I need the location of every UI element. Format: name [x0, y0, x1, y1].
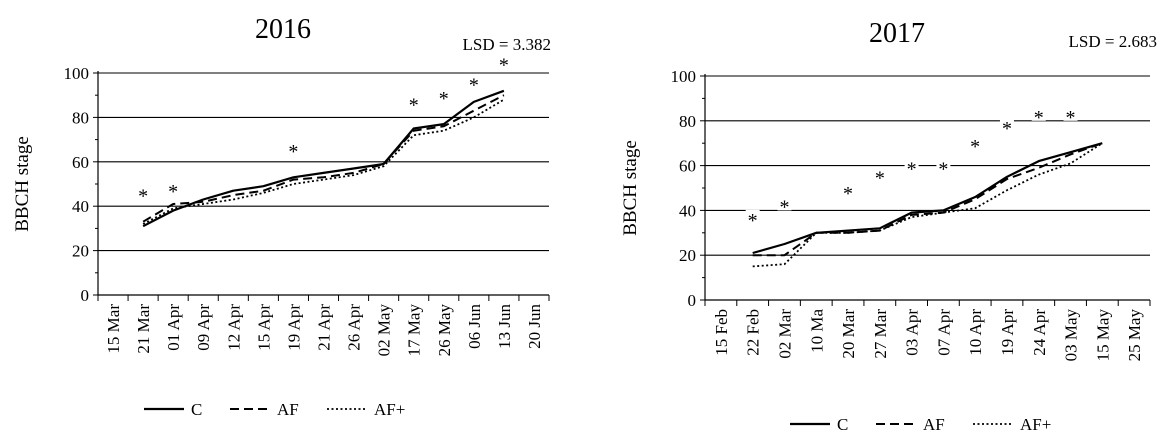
significance-backdrop	[466, 74, 481, 89]
x-tick-label: 03 Apr	[903, 309, 922, 356]
series-line-c	[142, 89, 505, 228]
x-tick-label: 07 Apr	[934, 309, 953, 356]
y-tick-label: 60	[72, 153, 89, 172]
series-line-af	[752, 142, 1103, 257]
y-tick-label: 0	[81, 286, 90, 305]
y-tick-label: 80	[72, 108, 89, 127]
x-tick-label: 22 Feb	[744, 309, 763, 356]
significance-backdrop	[1063, 106, 1078, 121]
x-tick-label: 01 Apr	[164, 304, 183, 351]
x-tick-label: 17 May	[405, 304, 424, 357]
significance-marker: *	[1034, 107, 1044, 129]
y-tick-label: 100	[671, 67, 697, 86]
x-tick-label: 06 Jun	[465, 304, 484, 349]
chart-title: 2017	[869, 18, 925, 49]
chart-1: 2017 LSD = 2.683 0 20 40 60 80 100 15 Feb 22 Feb 0…	[620, 18, 1157, 434]
x-tick-label: 15 Apr	[254, 304, 273, 351]
lsd-annotation: LSD = 3.382	[463, 35, 551, 54]
y-axis-label: BBCH stage	[12, 136, 33, 232]
x-tick-label: 03 May	[1062, 309, 1081, 362]
significance-marker: *	[875, 167, 885, 189]
significance-backdrop	[286, 141, 301, 156]
significance-backdrop	[436, 87, 451, 102]
y-tick-label: 80	[679, 112, 696, 131]
y-tick-label: 40	[679, 201, 696, 220]
x-tick-label: 10 Ma	[807, 309, 826, 353]
significance-marker: *	[938, 158, 948, 180]
x-tick-label: 09 Apr	[194, 304, 213, 351]
y-tick-label: 100	[64, 64, 90, 83]
significance-backdrop	[496, 54, 511, 69]
y-tick-label: 0	[688, 291, 697, 310]
lsd-annotation: LSD = 2.683	[1069, 32, 1157, 51]
significance-backdrop	[841, 182, 856, 197]
significance-marker: *	[1002, 118, 1012, 140]
significance-marker: *	[748, 210, 758, 232]
x-tick-label: 26 Apr	[345, 304, 364, 351]
x-tick-label: 20 Jun	[525, 304, 544, 349]
significance-marker: *	[469, 75, 479, 97]
y-tick-label: 40	[72, 197, 89, 216]
legend-label: C	[837, 415, 848, 433]
x-tick-label: 27 Mar	[871, 309, 890, 359]
x-tick-label: 21 Apr	[315, 304, 334, 351]
significance-marker: *	[779, 196, 789, 218]
x-tick-label: 24 Apr	[1030, 309, 1049, 356]
x-tick-label: 15 Mar	[104, 304, 123, 354]
legend-label: AF	[277, 400, 299, 419]
y-tick-label: 20	[72, 242, 89, 261]
series-line-af	[142, 94, 505, 223]
x-tick-label: 25 May	[1125, 309, 1144, 362]
x-tick-label: 19 Apr	[284, 304, 303, 351]
x-tick-label: 21 Mar	[134, 304, 153, 354]
significance-marker: *	[1066, 107, 1076, 129]
significance-backdrop	[936, 158, 951, 173]
significance-backdrop	[136, 185, 151, 200]
series-line-af-plus	[752, 142, 1103, 268]
significance-backdrop	[872, 167, 887, 182]
significance-backdrop	[406, 94, 421, 109]
y-axis-label: BBCH stage	[620, 140, 641, 236]
y-tick-label: 20	[679, 246, 696, 265]
significance-marker: *	[168, 181, 178, 203]
significance-marker: *	[843, 183, 853, 205]
significance-backdrop	[777, 196, 792, 211]
significance-backdrop	[904, 158, 919, 173]
significance-marker: *	[970, 136, 980, 158]
x-tick-label: 19 Apr	[998, 309, 1017, 356]
x-tick-label: 20 Mar	[839, 309, 858, 359]
legend-label: AF	[923, 415, 945, 433]
x-tick-label: 13 Jun	[495, 304, 514, 349]
chart-title: 2016	[255, 14, 311, 45]
x-tick-label: 10 Apr	[966, 309, 985, 356]
significance-backdrop	[166, 181, 181, 196]
x-tick-label: 02 Mar	[775, 309, 794, 359]
x-tick-label: 02 May	[375, 304, 394, 357]
x-tick-label: 12 Apr	[224, 304, 243, 351]
x-tick-label: 15 May	[1093, 309, 1112, 362]
significance-marker: *	[439, 88, 449, 110]
significance-marker: *	[409, 95, 419, 117]
chart-0: 2016 LSD = 3.382 0 20 40 60 80 100 15 Mar 21 Mar 0…	[12, 14, 551, 419]
series-line-c	[752, 142, 1103, 255]
x-tick-label: 15 Feb	[712, 309, 731, 356]
legend-label: AF+	[374, 400, 405, 419]
significance-marker: *	[288, 141, 298, 163]
significance-marker: *	[907, 158, 917, 180]
significance-marker: *	[499, 55, 509, 77]
significance-marker: *	[138, 186, 148, 208]
y-tick-label: 60	[679, 157, 696, 176]
significance-backdrop	[1031, 106, 1046, 121]
series-line-af-plus	[142, 98, 505, 225]
legend-label: AF+	[1020, 415, 1051, 433]
significance-backdrop	[968, 135, 983, 150]
significance-backdrop	[745, 209, 760, 224]
x-tick-label: 26 May	[435, 304, 454, 357]
legend-label: C	[191, 400, 202, 419]
significance-backdrop	[999, 118, 1014, 132]
